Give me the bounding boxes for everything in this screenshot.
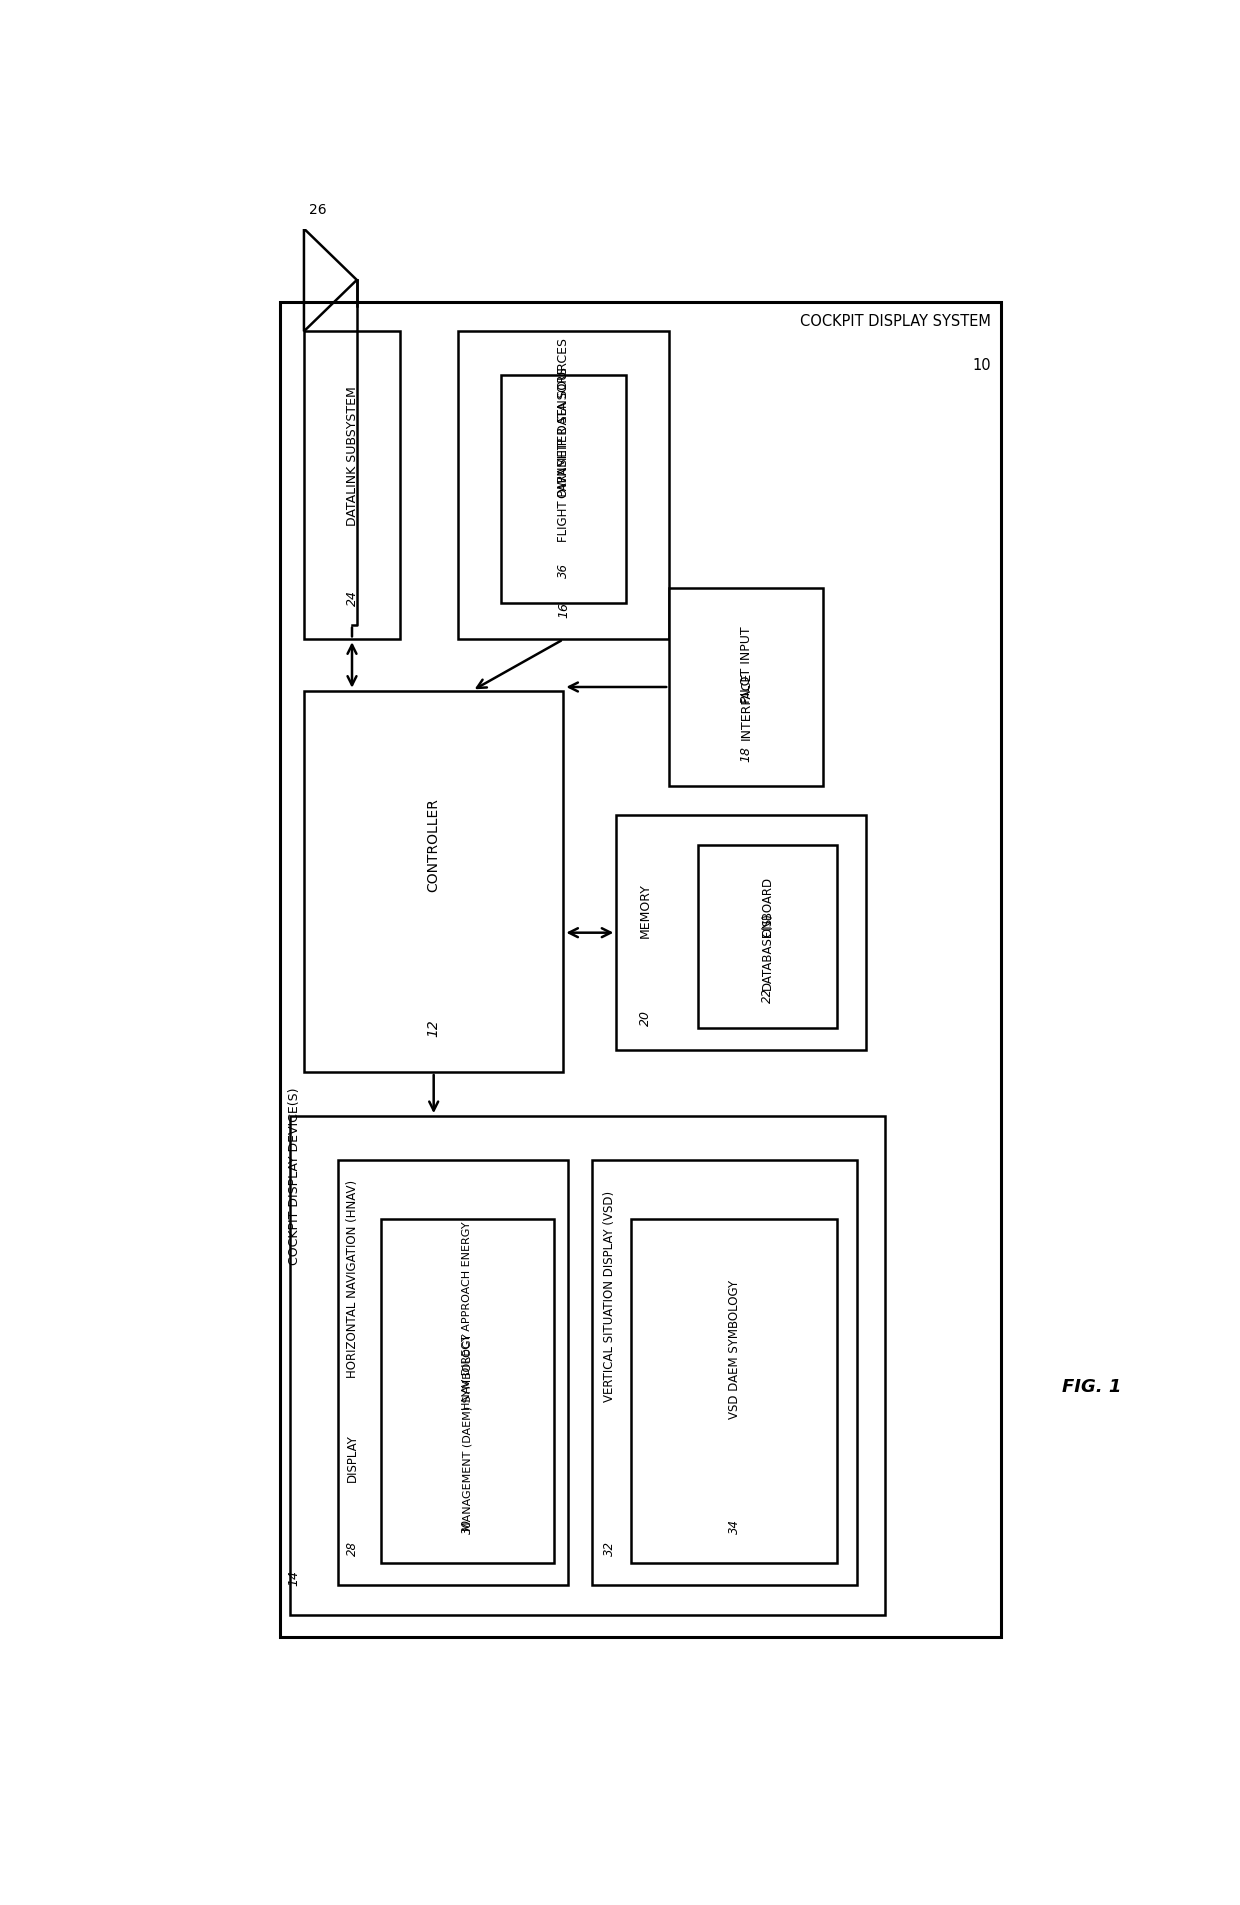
Bar [631, 1219, 837, 1564]
Text: VSD DAEM SYMBOLOGY: VSD DAEM SYMBOLOGY [728, 1280, 740, 1419]
Text: 24: 24 [346, 591, 358, 606]
Text: 36: 36 [557, 562, 570, 577]
Bar [593, 1160, 857, 1585]
Text: 12: 12 [427, 1019, 440, 1036]
Text: 28: 28 [346, 1541, 358, 1556]
Bar [280, 301, 1001, 1636]
Text: ONBOARD: ONBOARD [761, 876, 774, 937]
Bar [670, 589, 823, 787]
Text: MEMORY: MEMORY [639, 884, 651, 937]
Text: DATABASE(S): DATABASE(S) [761, 912, 774, 991]
Text: 30: 30 [461, 1520, 474, 1534]
Text: 22: 22 [761, 989, 774, 1004]
Text: DATALINK SUBSYSTEM: DATALINK SUBSYSTEM [346, 387, 358, 526]
Bar [337, 1160, 568, 1585]
Bar [304, 692, 563, 1073]
Text: 16: 16 [557, 602, 570, 617]
Text: OWNSHIP DATA SOURCES: OWNSHIP DATA SOURCES [557, 337, 570, 497]
Text: 20: 20 [639, 1010, 651, 1025]
Text: COCKPIT DISPLAY DEVICE(S): COCKPIT DISPLAY DEVICE(S) [288, 1088, 301, 1265]
Text: COCKPIT DISPLAY SYSTEM: COCKPIT DISPLAY SYSTEM [800, 314, 991, 330]
Bar [698, 844, 837, 1029]
Text: CONTROLLER: CONTROLLER [427, 798, 440, 892]
Bar [501, 375, 626, 602]
Text: FLIGHT PARAMETER SENSORS: FLIGHT PARAMETER SENSORS [557, 368, 570, 543]
Text: 10: 10 [972, 358, 991, 373]
Text: INTERFACE: INTERFACE [739, 672, 753, 741]
Text: 18: 18 [739, 745, 753, 762]
Bar [290, 1116, 885, 1615]
Text: 26: 26 [309, 202, 326, 217]
Bar [616, 815, 866, 1050]
Text: DISPLAY: DISPLAY [346, 1434, 358, 1482]
Text: PILOT INPUT: PILOT INPUT [739, 627, 753, 703]
Text: VERTICAL SITUATION DISPLAY (VSD): VERTICAL SITUATION DISPLAY (VSD) [603, 1191, 616, 1402]
Text: 14: 14 [288, 1570, 301, 1587]
Text: 34: 34 [728, 1520, 740, 1534]
Bar [381, 1219, 554, 1564]
Bar [458, 331, 670, 640]
Text: FIG. 1: FIG. 1 [1063, 1379, 1122, 1396]
Text: MANAGEMENT (DAEM) SYMBOLOGY: MANAGEMENT (DAEM) SYMBOLOGY [463, 1334, 472, 1532]
Bar [304, 331, 401, 640]
Text: HORIZONTAL NAVIGATION (HNAV): HORIZONTAL NAVIGATION (HNAV) [346, 1179, 358, 1377]
Text: HNAV DIRECT APPROACH ENERGY: HNAV DIRECT APPROACH ENERGY [463, 1221, 472, 1410]
Text: 32: 32 [603, 1541, 616, 1556]
